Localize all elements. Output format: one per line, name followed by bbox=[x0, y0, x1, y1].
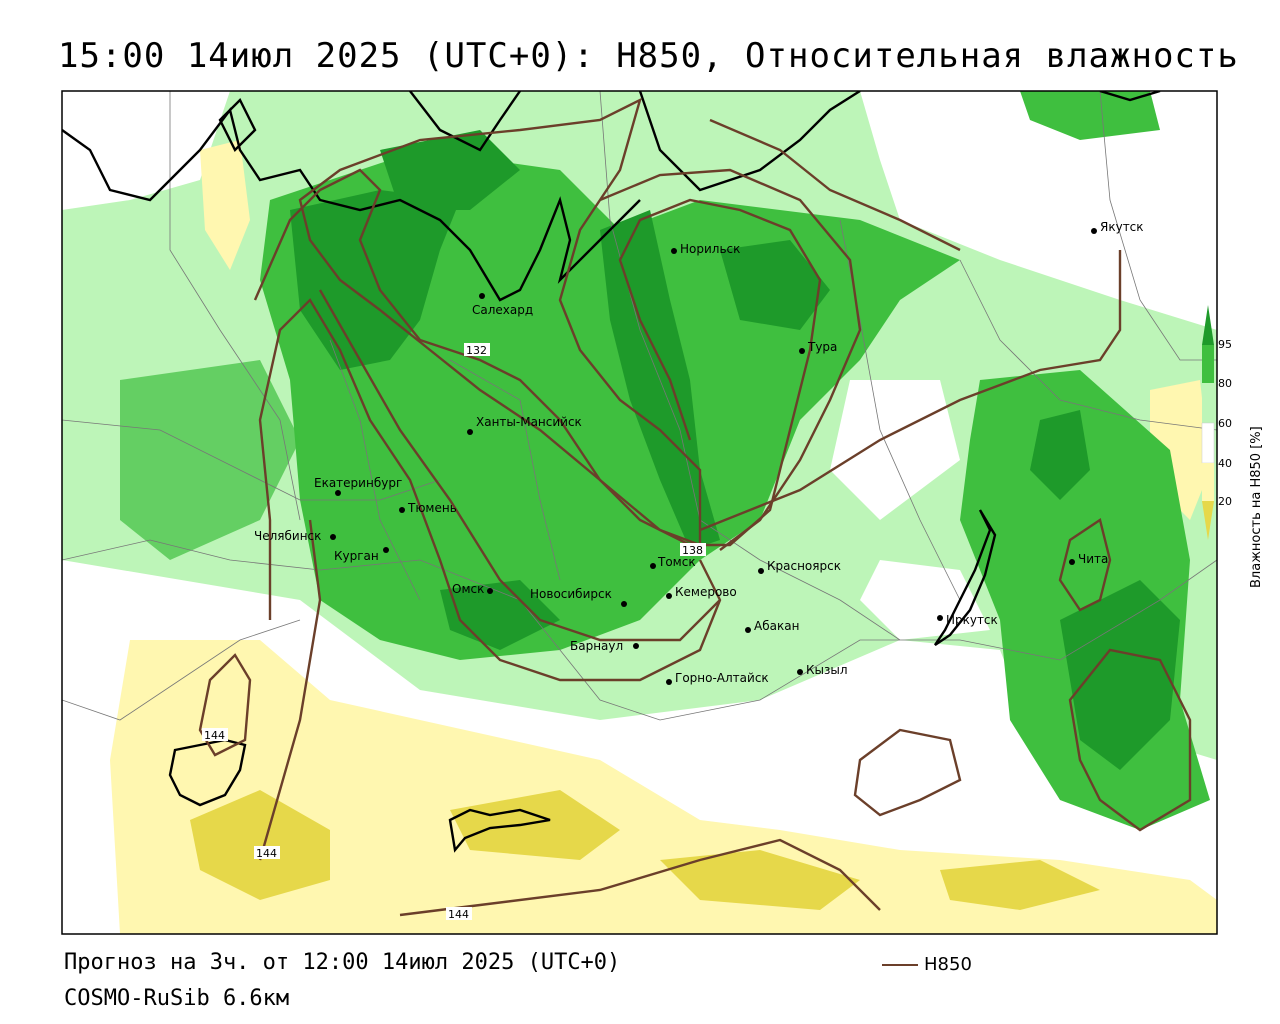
humidity-zone-mid bbox=[120, 360, 300, 560]
humidity-zone-dry-dark bbox=[190, 790, 330, 900]
humidity-zone-dry-dark bbox=[940, 860, 1100, 910]
coastlines bbox=[62, 91, 1161, 302]
city-label: Горно-Алтайск bbox=[675, 671, 769, 685]
colorbar-bottom-arrow bbox=[1202, 501, 1214, 540]
colorbar-band-20-40 bbox=[1202, 463, 1214, 501]
humidity-zone-white bbox=[860, 560, 990, 640]
lake-balkhash bbox=[448, 808, 551, 853]
colorbar: 95 80 60 40 20 Влажность на H850 [%] bbox=[1201, 305, 1264, 588]
h850-contour-132 bbox=[298, 97, 702, 547]
admin-borders bbox=[62, 91, 1217, 721]
lakes bbox=[168, 509, 997, 853]
colorbar-tick: 80 bbox=[1218, 377, 1232, 390]
colorbar-tick: 60 bbox=[1218, 417, 1232, 430]
humidity-zone-dry bbox=[110, 640, 1217, 934]
humidity-zone-dark bbox=[380, 130, 520, 210]
h850-contour-east2 bbox=[1058, 518, 1112, 612]
h850-contour-144 bbox=[258, 298, 722, 682]
h850-contour-144e bbox=[399, 838, 881, 917]
humidity-zone-dry-dark bbox=[450, 790, 620, 860]
colorbar-tick: 20 bbox=[1218, 495, 1232, 508]
city-label: Иркутск bbox=[946, 613, 998, 627]
colorbar-band-40-60 bbox=[1201, 422, 1215, 464]
forecast-info: Прогноз на 3ч. от 12:00 14июл 2025 (UTC+… bbox=[64, 950, 621, 975]
contour-labels: 132 138 144 144 144 bbox=[202, 343, 706, 921]
city-label: Томск bbox=[657, 555, 696, 569]
colorbar-tick: 95 bbox=[1218, 338, 1232, 351]
humidity-zone-white bbox=[860, 91, 1217, 330]
colorbar-band-60-80 bbox=[1202, 383, 1214, 423]
city-label: Барнаул bbox=[570, 639, 623, 653]
city-label: Чита bbox=[1078, 552, 1108, 566]
h850-contour-138b bbox=[599, 168, 862, 551]
map-frame bbox=[61, 90, 1218, 935]
contour-legend: H850 bbox=[882, 954, 972, 975]
aral-sea bbox=[168, 738, 247, 807]
h850-contour-east4 bbox=[699, 250, 1122, 532]
city-label: Абакан bbox=[754, 619, 799, 633]
city-label: Омск bbox=[452, 582, 484, 596]
h850-contour-east bbox=[853, 728, 962, 817]
model-info: COSMO-RuSib 6.6км bbox=[64, 986, 290, 1011]
map-title: 15:00 14июл 2025 (UTC+0): H850, Относите… bbox=[58, 36, 1239, 76]
city-label: Красноярск bbox=[767, 559, 841, 573]
humidity-zone-dark bbox=[720, 240, 830, 330]
city-label: Кызыл bbox=[806, 663, 848, 677]
city-label: Якутск bbox=[1100, 220, 1144, 234]
colorbar-band-80-95 bbox=[1202, 345, 1214, 383]
city-label: Тюмень bbox=[407, 501, 457, 515]
contour-label: 144 bbox=[204, 729, 225, 742]
city-label: Ханты-Мансийск bbox=[476, 415, 582, 429]
city-label: Екатеринбург bbox=[314, 476, 402, 490]
colorbar-title: Влажность на H850 [%] bbox=[1249, 426, 1264, 588]
contour-legend-label: H850 bbox=[924, 954, 972, 975]
city-label: Салехард bbox=[472, 303, 533, 317]
h850-contour-144b bbox=[318, 289, 721, 642]
contour-label: 144 bbox=[256, 847, 277, 860]
humidity-zone-dry bbox=[200, 140, 250, 270]
city-markers: Салехард Норильск Тура Якутск Ханты-Манс… bbox=[254, 220, 1144, 685]
humidity-zone-dark bbox=[440, 580, 560, 650]
city-label: Челябинск bbox=[254, 529, 321, 543]
city-label: Кемерово bbox=[675, 585, 737, 599]
colorbar-top-arrow bbox=[1202, 305, 1214, 345]
humidity-zone-dry-dark bbox=[660, 850, 860, 910]
contour-label: 132 bbox=[466, 344, 487, 357]
contour-label: 138 bbox=[682, 544, 703, 557]
humidity-zone-dark bbox=[1030, 410, 1090, 500]
h850-contour-east3 bbox=[1068, 648, 1192, 832]
humidity-zone-dark bbox=[1060, 580, 1180, 770]
lake-baikal bbox=[934, 509, 997, 646]
contour-label: 144 bbox=[448, 908, 469, 921]
city-label: Тура bbox=[807, 340, 837, 354]
h850-contour-north bbox=[709, 118, 961, 252]
city-label: Новосибирск bbox=[530, 587, 612, 601]
humidity-zone-mid bbox=[1020, 91, 1160, 140]
city-label: Курган bbox=[334, 549, 379, 563]
h850-contours bbox=[198, 97, 1192, 917]
contour-legend-line bbox=[882, 963, 918, 966]
colorbar-tick: 40 bbox=[1218, 457, 1232, 470]
city-label: Норильск bbox=[680, 242, 740, 256]
h850-contour-144d bbox=[198, 653, 252, 757]
h850-contour-144c bbox=[258, 519, 322, 861]
